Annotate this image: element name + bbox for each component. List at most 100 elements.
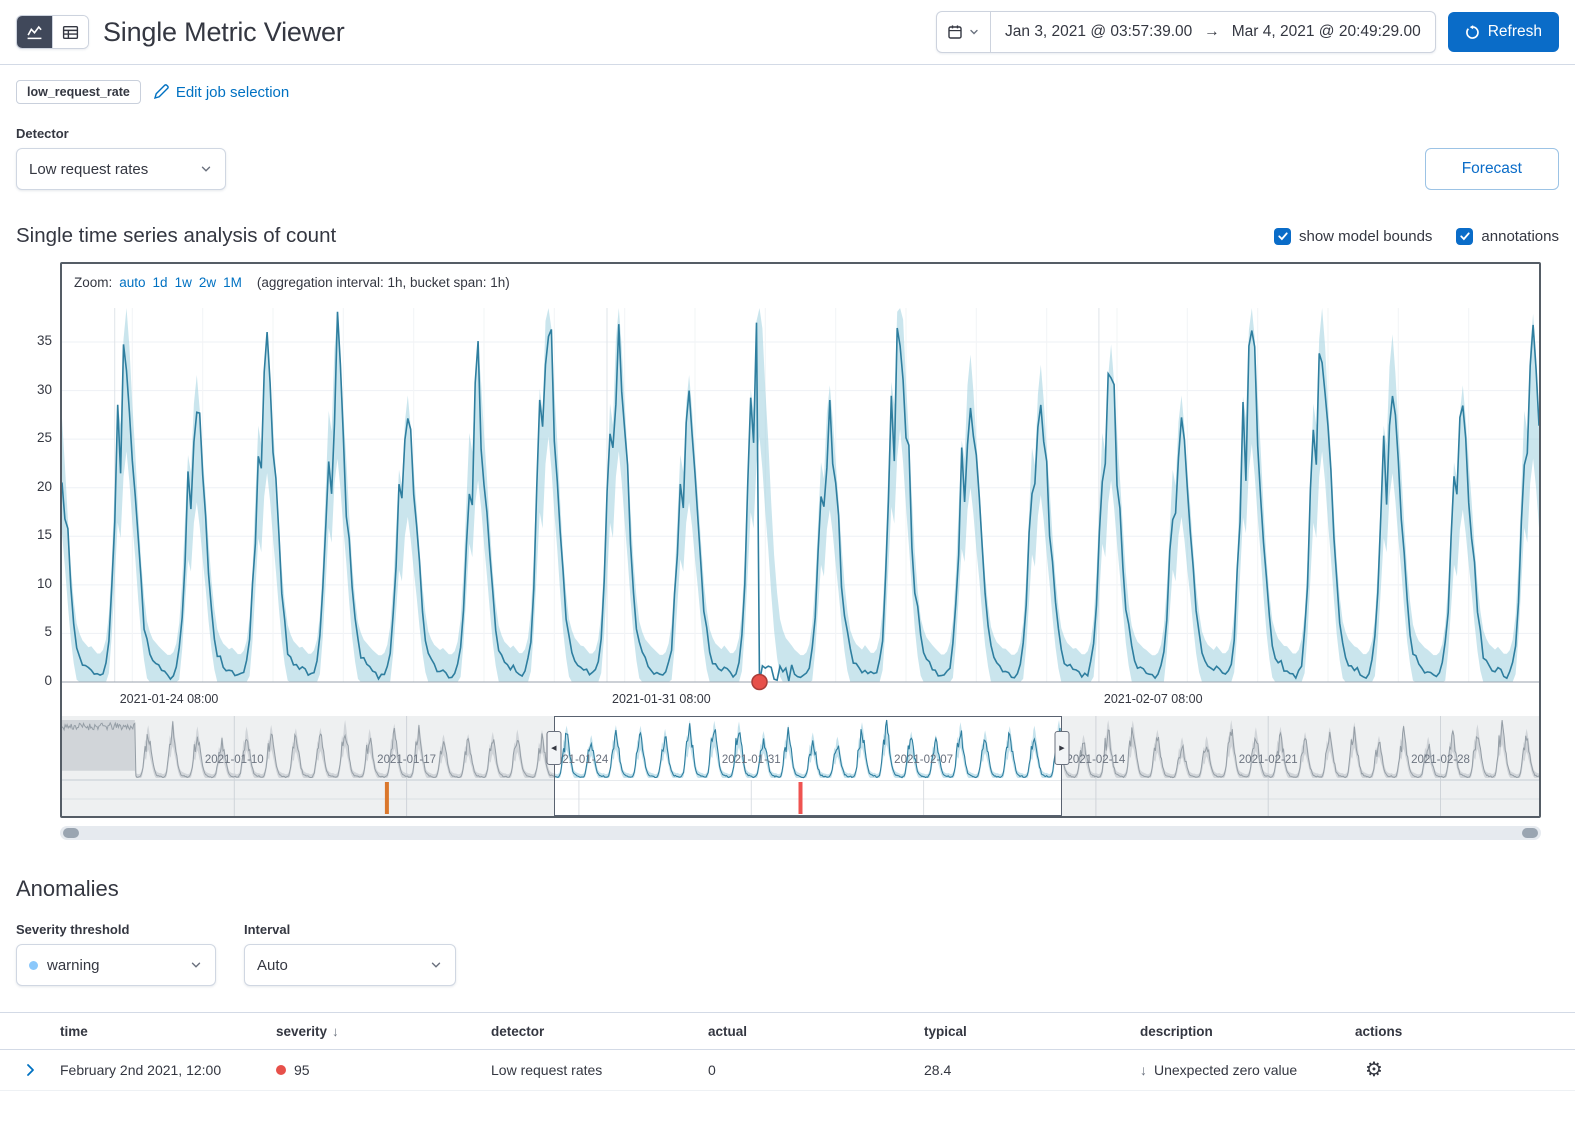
cell-description: ↓ Unexpected zero value (1140, 1062, 1298, 1078)
brush-selection[interactable] (553, 716, 1062, 816)
chart-view-button[interactable] (17, 16, 52, 48)
detector-selected-value: Low request rates (29, 160, 149, 178)
end-date[interactable]: Mar 4, 2021 @ 20:49:29.00 (1231, 23, 1421, 40)
critical-severity-dot (276, 1065, 286, 1075)
y-axis-tick-label: 20 (36, 478, 52, 494)
header-right: Jan 3, 2021 @ 03:57:39.00 → Mar 4, 2021 … (936, 11, 1559, 53)
context-chart[interactable]: 2021-01-10 2021-01-17 2021-01-24 2021-01-31… (62, 716, 1539, 816)
checkbox-checked-icon[interactable] (1456, 227, 1474, 245)
cell-severity: 95 (276, 1062, 491, 1078)
pencil-icon (153, 84, 169, 100)
job-badge: low_request_rate (16, 80, 141, 104)
aggregation-info: (aggregation interval: 1h, bucket span: … (256, 274, 510, 290)
chart-options: show model bounds annotations (1274, 227, 1559, 245)
interval-select[interactable]: Auto (244, 944, 456, 986)
refresh-button[interactable]: Refresh (1447, 12, 1559, 52)
chevron-down-icon (968, 26, 980, 38)
col-header-actual[interactable]: actual (708, 1023, 748, 1039)
zoom-option-1w[interactable]: 1w (174, 274, 192, 290)
zoom-option-2w[interactable]: 2w (198, 274, 217, 290)
anomalies-table-header: time severity ↓ detector actual typical … (0, 1013, 1575, 1050)
severity-threshold-select[interactable]: warning (16, 944, 216, 986)
show-model-bounds-label: show model bounds (1299, 227, 1433, 245)
brush-handle-left[interactable]: ◀ (546, 731, 562, 765)
scrollbar-handle-left[interactable] (63, 828, 79, 838)
severity-selected-value: warning (47, 956, 100, 974)
y-axis-tick-label: 30 (36, 381, 52, 397)
zoom-option-auto[interactable]: auto (119, 274, 146, 290)
view-toggle-group (16, 15, 89, 49)
zoom-option-1M[interactable]: 1M (223, 274, 242, 290)
cell-detector: Low request rates (491, 1062, 603, 1078)
col-header-typical[interactable]: typical (924, 1023, 967, 1039)
svg-text:2021-01-31 08:00: 2021-01-31 08:00 (612, 692, 711, 706)
chart-line-icon (26, 24, 43, 41)
date-range-display: Jan 3, 2021 @ 03:57:39.00 → Mar 4, 2021 … (991, 12, 1435, 52)
severity-threshold-label: Severity threshold (16, 922, 130, 937)
row-actions-gear-icon[interactable]: ⚙ (1365, 1059, 1383, 1081)
interval-selected-value: Auto (257, 956, 288, 974)
svg-text:2021-01-24 08:00: 2021-01-24 08:00 (120, 692, 219, 706)
job-selection-row: low_request_rate Edit job selection (16, 80, 1559, 104)
zoom-option-1d[interactable]: 1d (152, 274, 168, 290)
edit-job-selection-link[interactable]: Edit job selection (153, 84, 289, 101)
series-title: Single time series analysis of count (16, 224, 337, 247)
arrow-right-icon: → (1204, 23, 1220, 40)
show-model-bounds-checkbox[interactable]: show model bounds (1274, 227, 1433, 245)
refresh-label: Refresh (1487, 23, 1542, 40)
anomalies-table: time severity ↓ detector actual typical … (0, 1012, 1575, 1091)
col-header-actions: actions (1355, 1023, 1403, 1039)
warning-severity-dot (29, 960, 38, 970)
cell-typical: 28.4 (924, 1062, 952, 1078)
cell-time: February 2nd 2021, 12:00 (60, 1062, 222, 1078)
chart-scrollbar[interactable] (60, 826, 1541, 840)
col-header-detector[interactable]: detector (491, 1023, 545, 1039)
zoom-label: Zoom: (74, 274, 113, 290)
svg-text:2021-02-28: 2021-02-28 (1411, 754, 1470, 766)
y-axis-tick-label: 25 (36, 430, 52, 446)
table-icon (62, 24, 79, 41)
start-date[interactable]: Jan 3, 2021 @ 03:57:39.00 (1005, 23, 1193, 40)
zoom-controls: Zoom: auto 1d 1w 2w 1M (aggregation inte… (62, 264, 1539, 300)
quick-select-button[interactable] (937, 12, 992, 52)
brush-handle-right[interactable]: ▶ (1054, 731, 1070, 765)
header-divider (0, 64, 1575, 65)
svg-text:2021-01-10: 2021-01-10 (205, 754, 264, 766)
page-title: Single Metric Viewer (103, 16, 345, 47)
checkbox-checked-icon[interactable] (1274, 227, 1291, 245)
forecast-button[interactable]: Forecast (1424, 148, 1559, 190)
detector-row: Detector Low request rates Forecast (16, 126, 1559, 190)
sort-desc-icon: ↓ (332, 1023, 339, 1039)
svg-text:2021-02-14: 2021-02-14 (1066, 754, 1125, 766)
y-axis-tick-label: 0 (44, 673, 52, 688)
col-header-time[interactable]: time (60, 1023, 88, 1039)
svg-text:2021-02-07: 2021-02-07 (894, 754, 953, 766)
y-axis-tick-label: 10 (36, 575, 52, 591)
timeseries-chart-box: Zoom: auto 1d 1w 2w 1M (aggregation inte… (60, 262, 1541, 818)
chevron-down-icon (199, 162, 213, 176)
timeseries-chart-area: 0 5 10 15 20 25 30 35 Zoom: auto 1d 1w 2w 1M (a… (37, 262, 1541, 840)
scrollbar-handle-right[interactable] (1522, 828, 1538, 838)
svg-text:2021-01-24: 2021-01-24 (549, 754, 608, 766)
anomalies-title: Anomalies (16, 876, 119, 901)
detector-label: Detector (16, 126, 69, 141)
interval-label: Interval (244, 922, 291, 937)
detector-select[interactable]: Low request rates (16, 148, 226, 190)
refresh-icon (1465, 24, 1480, 40)
annotations-checkbox[interactable]: annotations (1456, 227, 1559, 245)
edit-job-selection-label: Edit job selection (175, 83, 290, 101)
svg-text:2021-02-07 08:00: 2021-02-07 08:00 (1104, 692, 1203, 706)
series-section-header: Single time series analysis of count sho… (16, 224, 1559, 248)
svg-text:2021-01-17: 2021-01-17 (377, 754, 436, 766)
anomaly-filters: Severity threshold warning Interval Auto (16, 922, 1559, 986)
y-axis-tick-label: 5 (44, 624, 52, 640)
col-header-description[interactable]: description (1140, 1023, 1213, 1039)
table-row: February 2nd 2021, 12:00 95 Low request … (0, 1050, 1575, 1091)
annotations-label: annotations (1481, 227, 1559, 245)
expand-row-button[interactable] (16, 1062, 60, 1078)
main-chart[interactable]: 2021-01-24 08:00 2021-01-31 08:00 2021-02-… (62, 300, 1539, 716)
table-view-button[interactable] (52, 16, 88, 48)
page-header: Single Metric Viewer Jan 3, 2021 @ 03:57… (0, 0, 1575, 64)
col-header-severity[interactable]: severity ↓ (276, 1023, 339, 1039)
calendar-icon (947, 24, 963, 40)
